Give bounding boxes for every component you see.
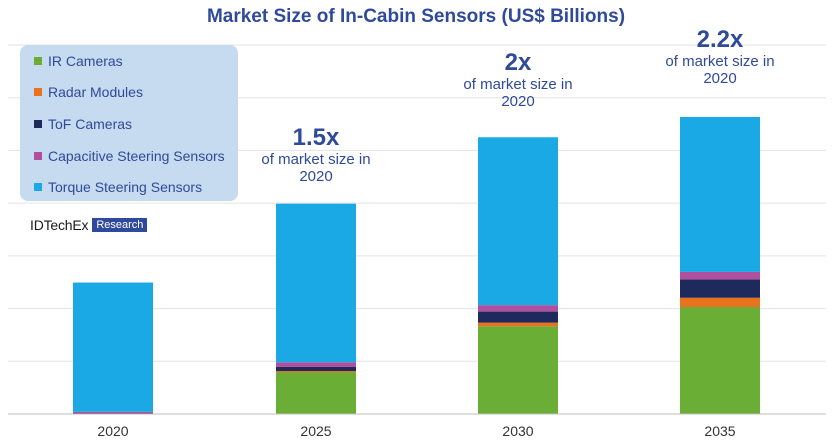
x-tick-label-2020: 2020 [97, 423, 128, 439]
bar-segment-2030-ir-cameras [478, 326, 558, 414]
bar-segment-2030-torque-steering-sensors [478, 137, 558, 306]
annotation-multiplier: 2x [504, 49, 532, 76]
legend-label: ToF Cameras [48, 116, 133, 132]
annotation-multiplier: 2.2x [696, 26, 744, 53]
bar-segment-2025-torque-steering-sensors [276, 203, 356, 363]
bar-segment-2035-ir-cameras [680, 306, 760, 414]
bar-segment-2030-tof-cameras [478, 311, 558, 323]
chart-title: Market Size of In-Cabin Sensors (US$ Bil… [206, 6, 626, 27]
bar-segment-2020-capacitive-steering-sensors [73, 411, 153, 414]
idtechex-logo: IDTechEx Research [30, 217, 148, 233]
bar-segment-2035-tof-cameras [680, 279, 760, 298]
bar-segment-2035-capacitive-steering-sensors [680, 271, 760, 280]
bar-segment-2025-tof-cameras [276, 366, 356, 372]
annotation-2030: 2x of market size in 2020 [448, 49, 588, 111]
annotation-text: of market size in 2020 [463, 76, 573, 110]
legend-swatch-tof-cameras [34, 120, 42, 128]
legend-swatch-radar-modules [34, 88, 42, 96]
legend-swatch-ir-cameras [34, 57, 42, 65]
legend: IR Cameras Radar Modules ToF Cameras Cap… [20, 45, 238, 201]
bar-segment-2030-capacitive-steering-sensors [478, 305, 558, 312]
legend-swatch-torque-steering-sensors [34, 183, 42, 191]
bar-segment-2035-torque-steering-sensors [680, 116, 760, 272]
legend-item-ir-cameras: IR Cameras [34, 51, 123, 71]
x-tick-label-2030: 2030 [502, 423, 533, 439]
legend-label: Radar Modules [48, 84, 143, 100]
annotation-2035: 2.2x of market size in 2020 [650, 26, 790, 88]
x-tick-label-2035: 2035 [704, 423, 735, 439]
bar-segment-2020-torque-steering-sensors [73, 282, 153, 412]
legend-label: Capacitive Steering Sensors [48, 148, 225, 164]
legend-item-capacitive-steering-sensors: Capacitive Steering Sensors [34, 146, 225, 166]
legend-item-torque-steering-sensors: Torque Steering Sensors [34, 177, 202, 197]
x-tick-label-2025: 2025 [300, 423, 331, 439]
annotation-2025: 1.5x of market size in 2020 [246, 124, 386, 186]
annotation-text: of market size in 2020 [261, 151, 371, 185]
bar-segment-2035-radar-modules [680, 297, 760, 307]
bar-segment-2030-radar-modules [478, 322, 558, 327]
bar-segment-2025-ir-cameras [276, 372, 356, 414]
annotation-multiplier: 1.5x [292, 124, 340, 151]
legend-label: IR Cameras [48, 53, 123, 69]
logo-badge: Research [92, 218, 148, 232]
legend-item-tof-cameras: ToF Cameras [34, 114, 132, 134]
bar-segment-2025-radar-modules [276, 371, 356, 373]
bar-segment-2025-capacitive-steering-sensors [276, 362, 356, 367]
logo-name: IDTechEx [30, 217, 89, 233]
legend-swatch-capacitive-steering-sensors [34, 152, 42, 160]
legend-item-radar-modules: Radar Modules [34, 82, 143, 102]
annotation-text: of market size in 2020 [665, 53, 775, 87]
legend-label: Torque Steering Sensors [48, 179, 203, 195]
